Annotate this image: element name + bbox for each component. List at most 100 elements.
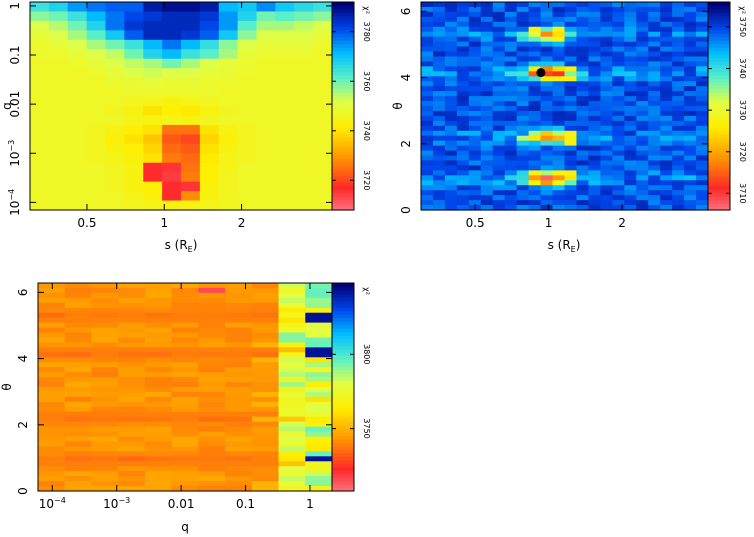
heatmap-cell xyxy=(86,68,107,79)
heatmap-cell xyxy=(648,205,661,211)
heatmap-cell xyxy=(624,86,637,92)
heatmap-cell xyxy=(143,30,163,41)
heatmap-cell xyxy=(118,476,146,482)
heatmap-cell xyxy=(48,49,69,60)
heatmap-cell xyxy=(144,382,173,388)
heatmap-cell xyxy=(528,2,542,8)
heatmap-cell xyxy=(143,2,163,13)
heatmap-cell xyxy=(660,125,673,132)
heatmap-cell xyxy=(612,26,625,33)
colorbar-swatch xyxy=(332,199,354,204)
colorbar-swatch xyxy=(332,387,354,392)
heatmap-cell xyxy=(143,68,163,79)
heatmap-cell xyxy=(305,372,333,378)
heatmap-cell xyxy=(181,200,201,211)
colorbar-swatch xyxy=(332,383,354,388)
heatmap-cell xyxy=(504,165,518,171)
colorbar-swatch xyxy=(332,289,354,294)
heatmap-cell xyxy=(648,145,661,152)
heatmap-cell xyxy=(648,41,661,48)
heatmap-cell xyxy=(660,76,673,82)
heatmap-cell xyxy=(540,41,554,48)
heatmap-cell xyxy=(171,456,199,462)
heatmap-cell xyxy=(504,96,518,102)
heatmap-cell xyxy=(38,347,66,353)
heatmap-cell xyxy=(660,26,673,33)
heatmap-cell xyxy=(504,61,518,67)
heatmap-cell xyxy=(456,160,470,167)
heatmap-cell xyxy=(648,96,661,102)
heatmap-cell xyxy=(600,115,613,122)
colorbar-swatch xyxy=(708,158,730,163)
heatmap-cell xyxy=(648,61,661,67)
heatmap-cell xyxy=(305,317,333,324)
heatmap-cell xyxy=(305,481,333,487)
colorbar-swatch xyxy=(708,8,730,13)
heatmap-cell xyxy=(672,130,685,137)
heatmap-cell xyxy=(171,436,199,443)
heatmap-cell xyxy=(516,135,530,142)
heatmap-cell xyxy=(480,130,494,137)
y-tick-label: 6 xyxy=(399,8,413,16)
heatmap-cell xyxy=(256,115,276,126)
heatmap-cell xyxy=(600,140,613,147)
heatmap-cell xyxy=(86,77,107,88)
heatmap-cell xyxy=(636,16,649,23)
heatmap-cell xyxy=(305,396,333,403)
heatmap-cell xyxy=(218,153,239,164)
heatmap-cell xyxy=(105,200,125,211)
heatmap-cell xyxy=(492,115,506,122)
heatmap-cell xyxy=(144,466,173,472)
heatmap-cell xyxy=(144,461,173,467)
heatmap-cell xyxy=(480,26,494,33)
heatmap-cell xyxy=(198,317,226,324)
heatmap-cell xyxy=(612,180,625,186)
heatmap-cell xyxy=(552,115,566,122)
heatmap-cell xyxy=(504,180,518,186)
heatmap-cell xyxy=(504,71,518,77)
heatmap-cell xyxy=(421,170,434,176)
heatmap-cell xyxy=(444,56,458,63)
colorbar-swatch xyxy=(332,106,354,111)
heatmap-cell xyxy=(421,120,434,127)
heatmap-cell xyxy=(294,39,314,50)
heatmap-cell xyxy=(612,101,625,107)
heatmap-cell xyxy=(456,36,470,43)
heatmap-cell xyxy=(251,476,280,482)
heatmap-cell xyxy=(38,332,66,339)
heatmap-cell xyxy=(143,106,163,117)
heatmap-cell xyxy=(198,312,226,319)
heatmap-cell xyxy=(144,372,173,378)
heatmap-cell xyxy=(181,11,201,22)
colorbar-swatch xyxy=(708,192,730,197)
colorbar-swatch xyxy=(332,432,354,437)
heatmap-cell xyxy=(313,30,333,41)
heatmap-cell xyxy=(294,49,314,60)
heatmap-cell xyxy=(636,2,649,8)
heatmap-cell xyxy=(552,190,566,196)
heatmap-cell xyxy=(624,200,637,206)
heatmap-cell xyxy=(564,175,578,181)
heatmap-cell xyxy=(421,165,434,171)
heatmap-cell xyxy=(294,77,314,88)
heatmap-cell xyxy=(576,106,590,112)
heatmap-cell xyxy=(576,86,590,92)
heatmap-cell xyxy=(118,481,146,487)
heatmap-cell xyxy=(105,11,125,22)
heatmap-cell xyxy=(67,96,88,107)
heatmap-cell xyxy=(251,426,280,433)
heatmap-cell xyxy=(480,41,494,48)
heatmap-cell xyxy=(251,406,280,413)
heatmap-cell xyxy=(105,115,125,126)
heatmap-cell xyxy=(528,125,542,132)
heatmap-cell xyxy=(30,58,50,69)
heatmap-cell xyxy=(540,31,554,38)
heatmap-cell xyxy=(444,130,458,137)
colorbar-swatch xyxy=(332,88,354,93)
heatmap-cell xyxy=(456,205,470,211)
heatmap-cell xyxy=(144,332,173,339)
heatmap-cell xyxy=(171,466,199,472)
heatmap-cell xyxy=(528,46,542,53)
heatmap-cell xyxy=(48,106,69,117)
